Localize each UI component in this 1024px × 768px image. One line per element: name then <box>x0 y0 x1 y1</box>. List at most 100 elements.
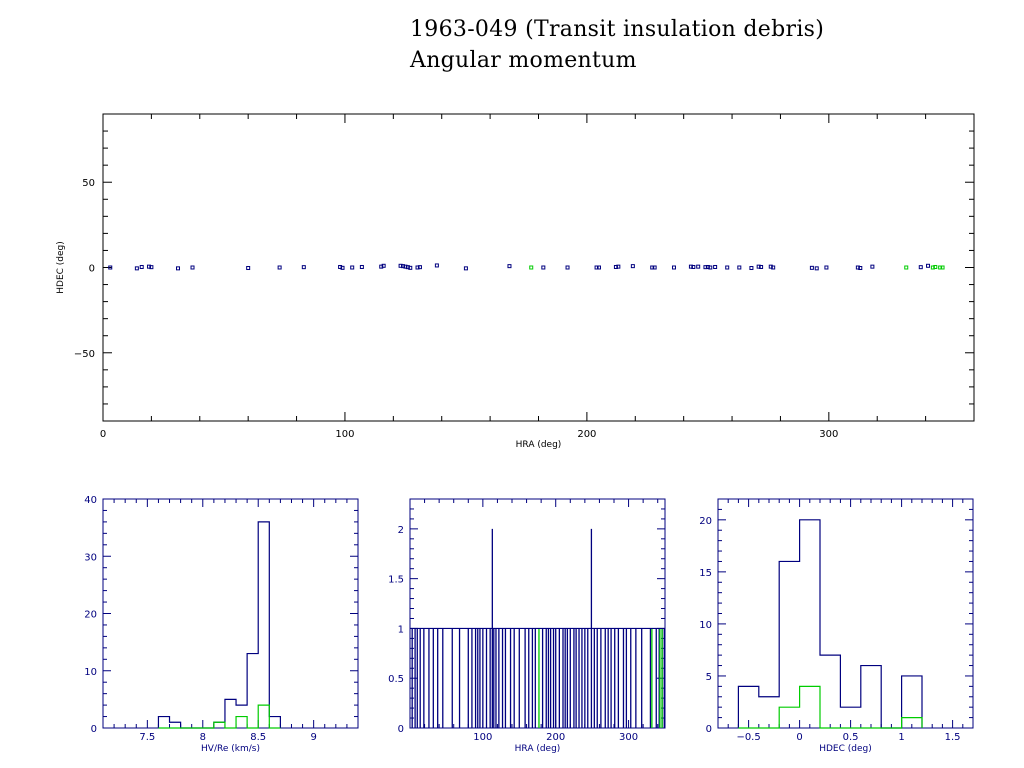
scatter-point <box>824 265 829 270</box>
scatter-point <box>340 265 345 270</box>
scatter-point <box>918 265 923 270</box>
hist1-y-tick-label: 10 <box>84 667 97 678</box>
scatter-frame <box>102 113 975 422</box>
scatter-x-tick-label: 0 <box>100 429 106 440</box>
hist3-step-series <box>737 519 923 729</box>
hist2-x-tick-label: 200 <box>546 732 565 743</box>
scatter-point <box>725 265 730 270</box>
scatter-point <box>749 266 754 271</box>
hist1-step-series <box>158 704 281 729</box>
scatter-point <box>139 264 144 269</box>
scatter-point <box>703 265 708 270</box>
hist2-x-axis-label: HRA (deg) <box>515 744 561 754</box>
scatter-point <box>594 265 599 270</box>
scatter-x-tick-label: 100 <box>335 429 354 440</box>
scatter-point <box>246 266 251 271</box>
scatter-point <box>434 263 439 268</box>
hist1-y-tick-label: 20 <box>84 610 97 621</box>
scatter-x-tick-label: 200 <box>577 429 596 440</box>
scatter-point <box>938 265 943 270</box>
scatter-point <box>408 265 413 270</box>
scatter-point <box>705 264 710 269</box>
hist1-y-tick-label: 40 <box>84 495 97 506</box>
hist2-y-tick-label: 0.5 <box>388 674 404 685</box>
hist3-y-tick-label: 20 <box>699 516 712 527</box>
scatter-point <box>759 264 764 269</box>
scatter-point <box>809 265 814 270</box>
scatter-point <box>858 266 863 271</box>
hist1-x-tick-label: 8.5 <box>250 732 266 743</box>
scatter-point <box>708 265 713 270</box>
hist3-y-tick-label: 15 <box>699 568 712 579</box>
scatter-point <box>737 265 742 270</box>
scatter-point <box>381 263 386 268</box>
hist3-step-series <box>738 685 923 729</box>
scatter-point <box>904 265 909 270</box>
hist3-x-tick-label: 1.5 <box>945 732 961 743</box>
scatter-point <box>930 265 935 270</box>
hist3-x-tick-label: 1 <box>898 732 904 743</box>
hist3-x-tick-label: 0 <box>796 732 802 743</box>
chart-title: 1963-049 (Transit insulation debris) <box>410 17 825 42</box>
scatter-point <box>671 265 676 270</box>
scatter-point <box>108 265 113 270</box>
scatter-point <box>338 264 343 269</box>
scatter-x-tick-label: 300 <box>819 429 838 440</box>
hist1-y-tick-label: 0 <box>91 724 97 735</box>
scatter-point <box>650 265 655 270</box>
scatter-point <box>463 266 468 271</box>
hist1-x-tick-label: 9 <box>310 732 316 743</box>
scatter-point <box>691 264 696 269</box>
scatter-point <box>756 264 761 269</box>
hist1-x-axis-label: HV/Re (km/s) <box>201 744 260 754</box>
scatter-point <box>771 265 776 270</box>
scatter-point <box>630 264 635 269</box>
scatter-point <box>403 264 408 269</box>
hist3-y-tick-label: 10 <box>699 620 712 631</box>
scatter-point <box>417 265 422 270</box>
scatter-point <box>616 264 621 269</box>
scatter-point <box>768 264 773 269</box>
scatter-point <box>405 265 410 270</box>
scatter-point <box>596 265 601 270</box>
scatter-point <box>713 264 718 269</box>
scatter-point <box>379 264 384 269</box>
scatter-y-axis-label: HDEC (deg) <box>56 241 66 294</box>
scatter-point <box>507 264 512 269</box>
hist3-x-tick-label: 0.5 <box>843 732 859 743</box>
scatter-point <box>398 263 403 268</box>
scatter-point <box>359 264 364 269</box>
scatter-point <box>933 264 938 269</box>
hist3-y-tick-label: 5 <box>706 672 712 683</box>
scatter-point <box>350 265 355 270</box>
scatter-x-axis-label: HRA (deg) <box>516 440 562 450</box>
scatter-point <box>688 264 693 269</box>
scatter-point <box>529 265 534 270</box>
scatter-point <box>301 265 306 270</box>
scatter-point <box>696 264 701 269</box>
scatter-point <box>134 266 139 271</box>
hist1-step-series <box>157 521 281 729</box>
hist2-y-tick-label: 1 <box>398 624 404 635</box>
hist1-x-tick-label: 8 <box>200 732 206 743</box>
scatter-point <box>814 266 819 271</box>
hist2-y-tick-label: 1.5 <box>388 575 404 586</box>
chart-subtitle: Angular momentum <box>410 48 637 73</box>
hist2-y-tick-label: 2 <box>398 525 404 536</box>
scatter-point <box>401 264 406 269</box>
scatter-point <box>565 265 570 270</box>
scatter-point <box>415 265 420 270</box>
title-block: 1963-049 (Transit insulation debris) Ang… <box>410 14 824 76</box>
hist2-x-tick-label: 300 <box>619 732 638 743</box>
scatter-y-tick-label: 0 <box>89 264 95 275</box>
hist3-x-axis-label: HDEC (deg) <box>819 744 872 754</box>
hist1-frame <box>102 498 359 729</box>
scatter-y-tick-label: −50 <box>74 349 95 360</box>
scatter-point <box>652 265 657 270</box>
scatter-point <box>190 265 195 270</box>
scatter-point <box>855 265 860 270</box>
scatter-point <box>146 264 151 269</box>
scatter-point <box>176 266 181 271</box>
hist3-y-tick-label: 0 <box>706 724 712 735</box>
